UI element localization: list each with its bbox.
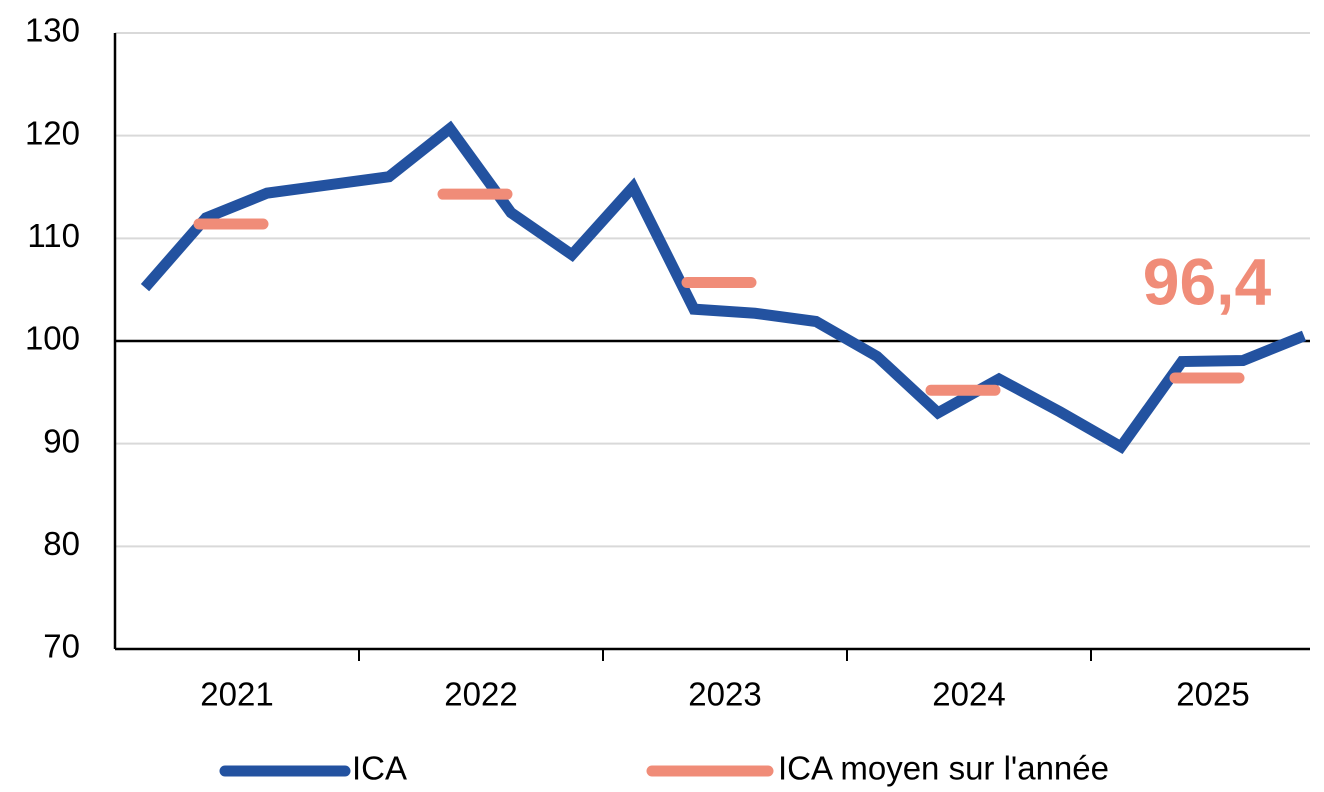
legend-label: ICA moyen sur l'année bbox=[778, 750, 1109, 787]
y-tick-label: 120 bbox=[25, 114, 80, 151]
y-tick-label: 110 bbox=[27, 217, 80, 254]
legend-label: ICA bbox=[352, 750, 407, 787]
y-tick-label: 130 bbox=[25, 12, 80, 49]
x-tick-label: 2023 bbox=[688, 676, 761, 713]
x-tick-label: 2021 bbox=[200, 676, 273, 713]
x-tick-label: 2024 bbox=[932, 676, 1005, 713]
y-tick-label: 70 bbox=[43, 628, 80, 665]
x-tick-label: 2022 bbox=[444, 676, 517, 713]
plot: 70 80 90 100 110 120 130 2021 2022 2023 2024 2025 IC… bbox=[25, 12, 1310, 787]
line bbox=[140, 120, 1307, 454]
x-tick-label: 2025 bbox=[1176, 676, 1249, 713]
y-tick-label: 100 bbox=[25, 320, 80, 357]
y-tick-label: 80 bbox=[43, 525, 80, 562]
y-tick-label: 90 bbox=[43, 422, 80, 459]
annotation: 96,4 bbox=[1143, 244, 1272, 318]
